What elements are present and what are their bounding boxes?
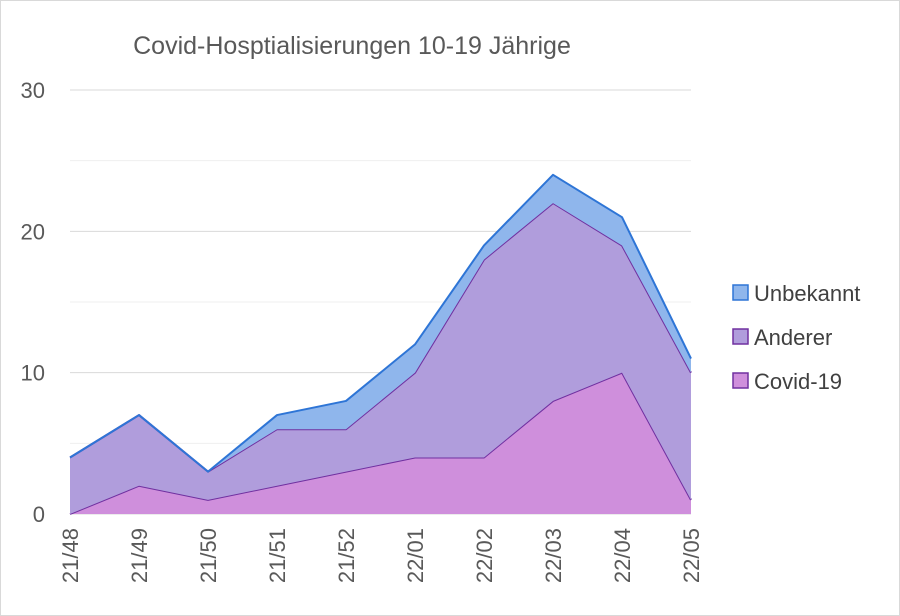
y-tick-label: 0 — [33, 502, 45, 527]
line-unbekannt — [69, 173, 692, 473]
x-tick-label: 21/51 — [265, 528, 290, 583]
legend-label-anderer: Anderer — [754, 325, 832, 350]
x-tick-label: 22/03 — [541, 528, 566, 583]
y-axis-ticks: 0 10 20 30 — [21, 78, 45, 527]
x-tick-label: 21/48 — [58, 528, 83, 583]
x-tick-label: 22/04 — [610, 528, 635, 583]
y-tick-label: 20 — [21, 219, 45, 244]
x-tick-label: 22/02 — [472, 528, 497, 583]
x-tick-label: 22/01 — [403, 528, 428, 583]
y-tick-label: 10 — [21, 361, 45, 386]
legend-label-unbekannt: Unbekannt — [754, 281, 860, 306]
area-anderer — [70, 203, 691, 515]
legend: Unbekannt Anderer Covid-19 — [732, 281, 860, 394]
x-tick-label: 22/05 — [679, 528, 704, 583]
legend-label-covid-19: Covid-19 — [754, 369, 842, 394]
series-areas — [69, 173, 692, 515]
legend-swatch-unbekannt — [732, 284, 749, 301]
x-tick-label: 21/49 — [127, 528, 152, 583]
legend-swatch-anderer — [732, 328, 749, 345]
x-tick-label: 21/50 — [196, 528, 221, 583]
chart-title: Covid-Hosptialisierungen 10-19 Jährige — [133, 32, 571, 60]
legend-swatch-covid-19 — [732, 372, 749, 389]
area-covid-19 — [70, 372, 691, 514]
y-tick-label: 30 — [21, 78, 45, 103]
x-tick-label: 21/52 — [334, 528, 359, 583]
x-axis-ticks: 21/48 21/49 21/50 21/51 21/52 22/01 22/02 22/03… — [58, 528, 704, 583]
